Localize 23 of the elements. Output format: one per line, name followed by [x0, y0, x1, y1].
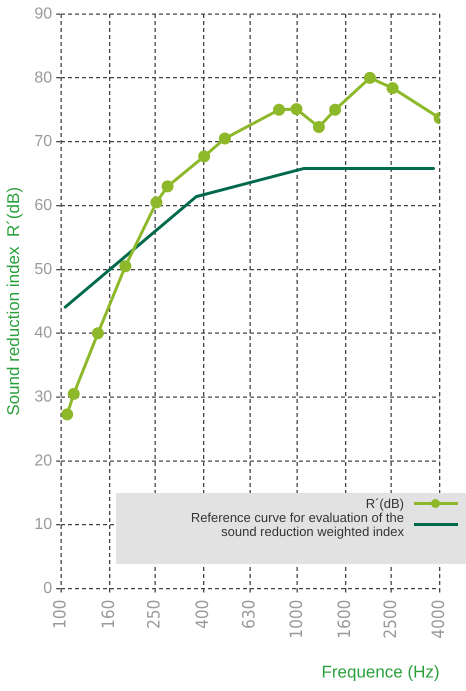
x-tick-label: 1000 [286, 600, 307, 639]
y-tick-label: 60 [34, 196, 52, 214]
y-tick-label: 0 [43, 580, 52, 598]
x-tick-label: 400 [192, 600, 213, 629]
y-tick-label: 40 [34, 324, 52, 342]
x-tick-label: 630 [239, 600, 260, 629]
y-tick-label: 30 [34, 388, 52, 406]
x-tick-label: 1600 [335, 600, 356, 639]
legend-label: R´(dB) [364, 496, 404, 511]
y-tick-label: 10 [34, 516, 52, 534]
x-tick-label: 160 [98, 600, 119, 629]
x-axis-title: Frequence (Hz) [321, 662, 440, 682]
x-tick-label: 2500 [380, 600, 401, 639]
y-tick-label: 70 [34, 133, 52, 150]
y-axis-title: Sound reduction index R´(dB) [4, 187, 23, 416]
y-tick-label: 90 [34, 5, 52, 22]
legend-label: Reference curve for evaluation of the sound reduction weighted index [190, 510, 404, 539]
y-tick-label: 50 [34, 260, 52, 278]
y-tick-label: 20 [34, 452, 52, 470]
y-tick-label: 80 [34, 69, 52, 86]
x-tick-label: 250 [144, 600, 165, 629]
x-tick-label: 100 [50, 600, 71, 629]
x-tick-label: 4000 [429, 600, 450, 639]
